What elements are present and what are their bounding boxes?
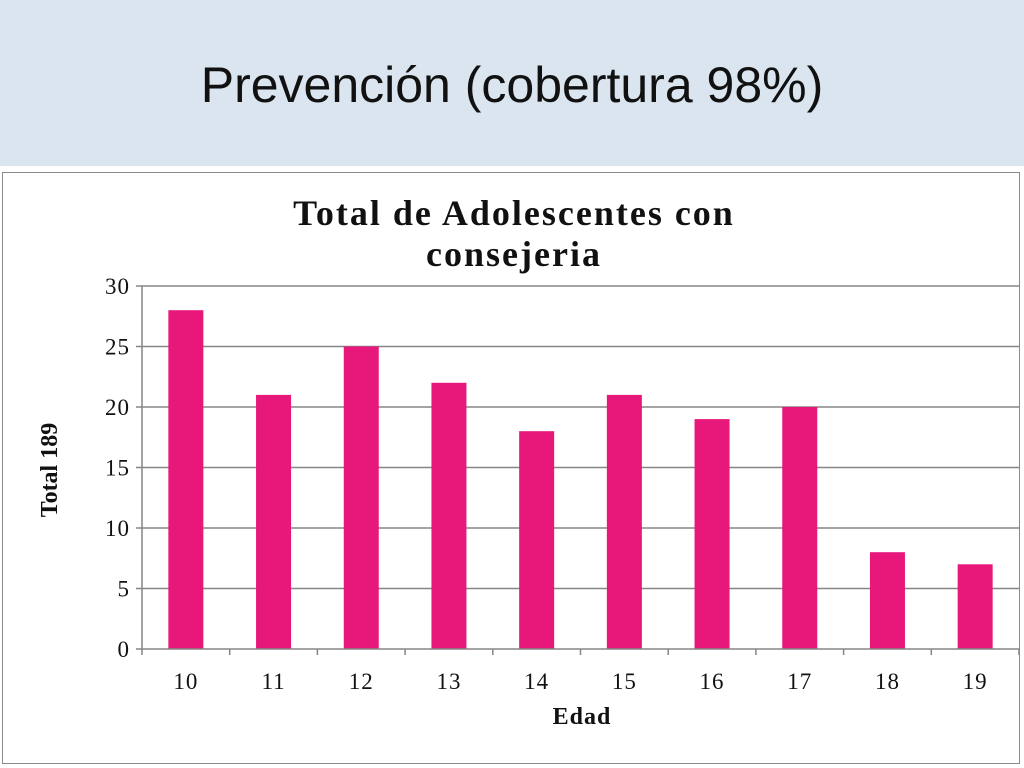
x-tick-label: 18 [875,669,900,694]
x-tick-label: 11 [261,669,285,694]
bar-14 [519,431,555,649]
x-tick-label: 14 [524,669,549,694]
tick-labels: 0 5 10 15 20 25 30 10 11 12 13 14 15 16 17 18 19 [105,274,988,694]
bar-11 [256,394,292,649]
chart-title-line-2: consejeria [426,234,602,274]
axes [136,285,1019,655]
x-tick-label: 13 [436,669,461,694]
y-tick-label: 30 [105,274,130,299]
x-axis-title: Edad [553,704,612,730]
bar-19 [957,564,993,649]
x-tick-label: 12 [349,669,374,694]
y-tick-label: 10 [105,516,130,541]
bar-12 [343,346,379,649]
bar-10 [168,310,204,649]
y-tick-label: 25 [105,335,130,360]
chart-frame: Total de Adolescentes con consejeria 0 5 1… [2,172,1020,764]
y-tick-label: 5 [118,577,131,602]
chart-title-line-1: Total de Adolescentes con [293,193,735,233]
slide-header: Prevención (cobertura 98%) [0,0,1024,166]
y-axis-title: Total 189 [37,423,63,517]
x-tick-label: 10 [173,669,198,694]
bar-16 [694,419,730,649]
y-tick-label: 0 [118,637,131,662]
bar-18 [869,552,905,649]
y-tick-label: 20 [105,395,130,420]
bar-15 [606,394,642,649]
y-tick-label: 15 [105,456,130,481]
x-tick-label: 19 [963,669,988,694]
bar-chart: Total de Adolescentes con consejeria 0 5 1… [37,193,1019,730]
bar-17 [782,407,818,649]
x-tick-label: 16 [700,669,725,694]
x-tick-label: 17 [787,669,812,694]
slide-title: Prevención (cobertura 98%) [200,57,824,113]
bar-13 [431,382,467,649]
x-tick-label: 15 [612,669,637,694]
bars [168,310,993,649]
